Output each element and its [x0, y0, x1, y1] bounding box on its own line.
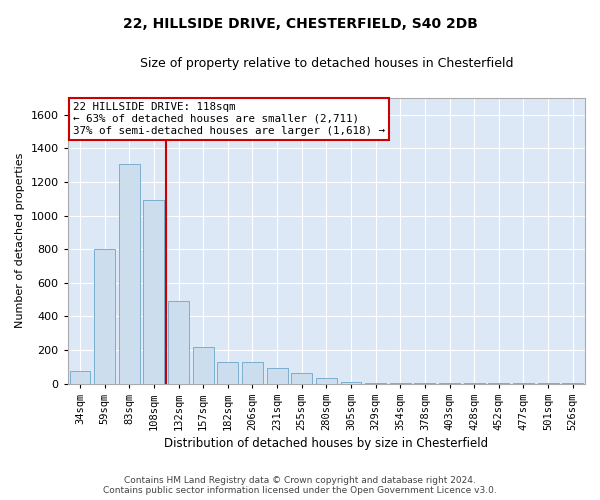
Bar — [217, 362, 238, 384]
Text: 22 HILLSIDE DRIVE: 118sqm
← 63% of detached houses are smaller (2,711)
37% of se: 22 HILLSIDE DRIVE: 118sqm ← 63% of detac… — [73, 102, 385, 136]
Bar — [316, 378, 337, 384]
Bar — [70, 371, 91, 384]
Bar — [365, 382, 386, 384]
Bar — [242, 362, 263, 384]
Bar — [168, 301, 189, 384]
Title: Size of property relative to detached houses in Chesterfield: Size of property relative to detached ho… — [140, 58, 513, 70]
Bar — [266, 368, 287, 384]
Bar — [94, 249, 115, 384]
Bar — [341, 382, 361, 384]
Text: Contains HM Land Registry data © Crown copyright and database right 2024.
Contai: Contains HM Land Registry data © Crown c… — [103, 476, 497, 495]
X-axis label: Distribution of detached houses by size in Chesterfield: Distribution of detached houses by size … — [164, 437, 488, 450]
Bar — [513, 382, 534, 384]
Text: 22, HILLSIDE DRIVE, CHESTERFIELD, S40 2DB: 22, HILLSIDE DRIVE, CHESTERFIELD, S40 2D… — [122, 18, 478, 32]
Y-axis label: Number of detached properties: Number of detached properties — [15, 153, 25, 328]
Bar — [119, 164, 140, 384]
Bar — [562, 382, 583, 384]
Bar — [193, 348, 214, 384]
Bar — [143, 200, 164, 384]
Bar — [291, 374, 312, 384]
